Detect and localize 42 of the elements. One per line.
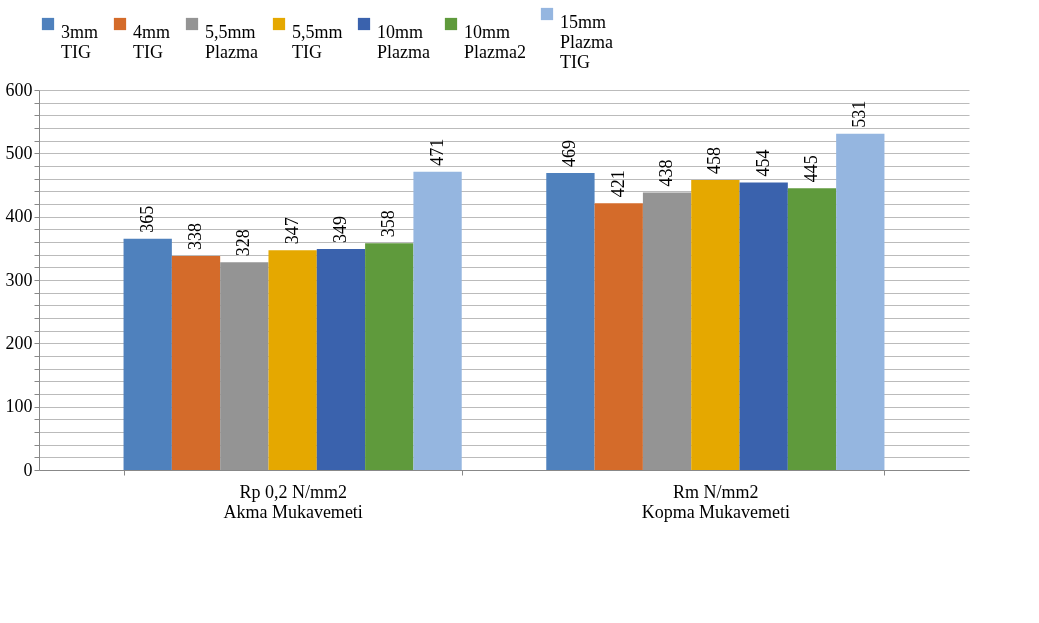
bar [171,255,221,470]
y-tick-label: 0 [23,459,33,480]
data-label: 454 [752,149,773,177]
y-tick-label: 400 [5,206,33,227]
bar [787,188,837,470]
data-label: 445 [800,155,821,183]
bar [123,238,172,470]
data-label: 338 [185,222,206,250]
y-tick-label: 100 [5,396,33,417]
x-tick-label: Rm N/mm2 Kopma Mukavemeti [641,481,791,522]
data-label: 471 [426,138,447,166]
bar [739,182,788,470]
bar [413,171,462,470]
data-label: 358 [378,210,399,238]
data-label: 347 [281,217,302,245]
bar [836,133,885,470]
y-tick-label: 300 [5,269,33,290]
y-tick-label: 200 [5,332,33,353]
data-label: 365 [136,205,157,233]
bar [546,172,595,470]
data-label: 421 [607,170,628,198]
data-label: 458 [704,146,725,174]
data-label: 469 [559,139,580,167]
legend-label: 10mm Plazma2 [464,22,526,62]
legend-label: 5,5mm Plazma [205,22,258,62]
bar [594,203,643,470]
bar [365,243,414,470]
y-tick-label: 500 [5,142,33,163]
data-label: 531 [849,100,870,128]
legend-label: 4mm TIG [133,22,171,62]
y-tick-label: 600 [5,79,33,100]
data-label: 438 [656,159,677,187]
bar [316,248,366,470]
data-label: 328 [233,229,254,257]
legend-label: 5,5mm TIG [292,22,343,62]
bar [268,250,317,470]
bar [691,179,740,470]
data-label: 349 [329,215,350,243]
legend-label: 3mm TIG [61,22,99,62]
legend-label: 15mm Plazma TIG [560,12,613,72]
x-tick-label: Rp 0,2 N/mm2 Akma Mukavemeti [223,481,363,522]
legend-label: 10mm Plazma [377,22,430,62]
